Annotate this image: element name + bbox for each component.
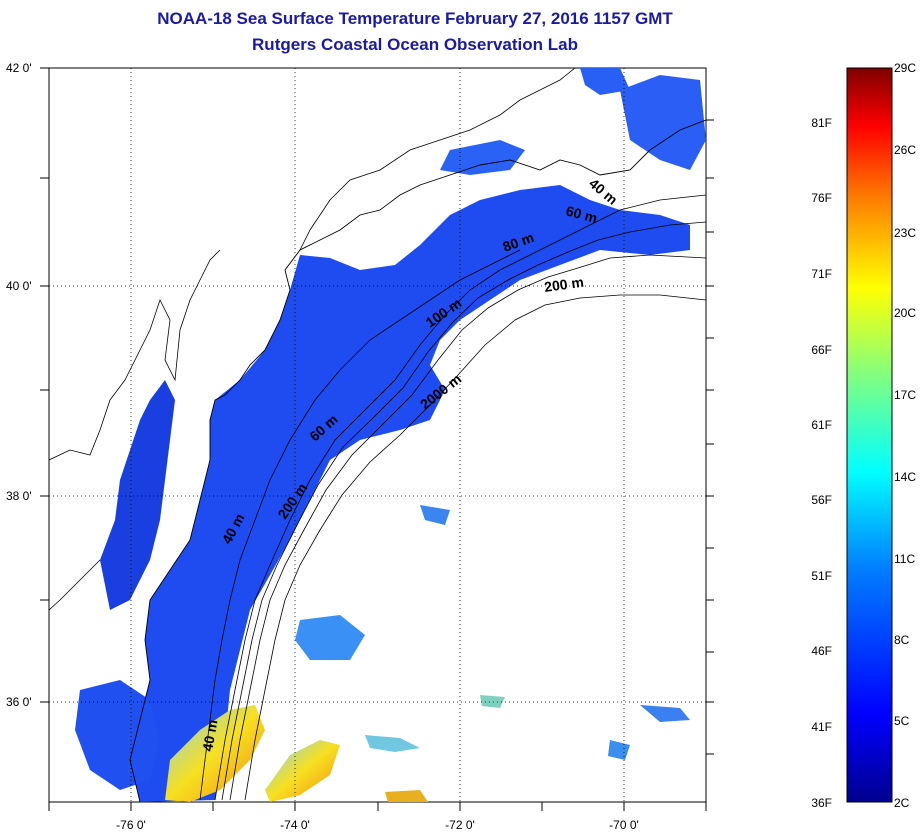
grid-lines (49, 68, 706, 802)
isobath-label: 40 m (199, 718, 220, 752)
colorbar-c-label: 17C (894, 388, 917, 402)
coastline-bay (49, 249, 221, 611)
colorbar-c-label: 26C (894, 143, 917, 157)
colorbar-c-label: 29C (894, 61, 917, 75)
colorbar-c-label: 8C (894, 633, 910, 647)
sst-warm-patch-offshore (265, 740, 340, 802)
isobath-label: 60 m (564, 202, 599, 226)
sst-coverage-offshore-2 (608, 740, 630, 760)
lat-label: 42 0' (6, 61, 32, 75)
colorbar-f-label: 56F (811, 493, 832, 507)
sst-warm-patch-south (385, 790, 428, 802)
sst-coverage-shelf (130, 185, 690, 802)
sst-warm-patch-hatteras (165, 705, 265, 802)
sst-coverage-long-island (440, 140, 525, 175)
axis-ticks (40, 67, 714, 811)
colorbar-f-label: 71F (811, 267, 832, 281)
sst-coverage-offshore-1 (295, 615, 365, 660)
colorbar-f-label: 46F (811, 644, 832, 658)
colorbar-f-label: 76F (811, 191, 832, 205)
sst-coverage-offshore-3 (640, 705, 690, 722)
colorbar-c-label: 5C (894, 714, 910, 728)
colorbar-c-label: 11C (894, 552, 916, 566)
isobath-label: 200 m (543, 274, 585, 295)
map-subtitle: Rutgers Coastal Ocean Observation Lab (252, 35, 578, 54)
coastline-north (299, 68, 576, 251)
colorbar-c-label: 14C (894, 470, 917, 484)
isobath-lines (199, 194, 706, 801)
map-title: NOAA-18 Sea Surface Temperature February… (157, 9, 673, 28)
colorbar-f-label: 51F (811, 569, 832, 583)
colorbar-c-label: 2C (894, 796, 910, 810)
sst-coverage-offshore-4 (420, 505, 450, 525)
lon-label: -70 0' (609, 818, 639, 832)
sst-warm-patch-east (365, 735, 420, 752)
lat-label: 36 0' (6, 695, 32, 709)
colorbar (846, 67, 893, 803)
colorbar-f-label: 61F (811, 418, 832, 432)
sst-coverage-sound (75, 680, 160, 790)
lat-label: 38 0' (6, 489, 32, 503)
lon-label: -72 0' (445, 818, 475, 832)
colorbar-c-label: 23C (894, 226, 917, 240)
sst-coverage-cape-cod (580, 68, 630, 95)
lon-label: -76 0' (116, 818, 146, 832)
colorbar-f-label: 41F (811, 720, 832, 734)
colorbar-f-label: 81F (811, 116, 832, 130)
colorbar-f-label: 36F (811, 796, 832, 810)
sst-coverage-gulf-maine (620, 75, 706, 170)
colorbar-c-label: 20C (894, 306, 917, 320)
lon-label: -74 0' (280, 818, 310, 832)
lat-label: 40 0' (6, 279, 32, 293)
sst-warm-patch-east-2 (480, 695, 505, 708)
coastline (129, 119, 706, 802)
sst-coverage-bays (100, 380, 175, 610)
colorbar-f-label: 66F (811, 343, 832, 357)
